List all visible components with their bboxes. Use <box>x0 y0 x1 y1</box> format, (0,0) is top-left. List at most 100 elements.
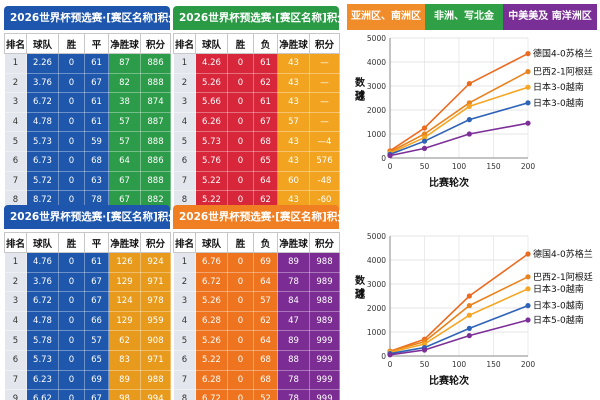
table-row: 5 5.73 0 68 43 —4 <box>173 131 340 152</box>
x-tick-label: 200 <box>521 162 536 171</box>
data-point <box>387 352 393 358</box>
table-row: 2 5.26 0 62 43— <box>173 72 340 94</box>
table-row: 7 5.72 0 63 67 888 <box>4 170 171 192</box>
data-point <box>525 100 531 106</box>
table-cell: 888 <box>140 170 171 192</box>
table-cell: 5.73 <box>26 131 59 152</box>
table-cell: 60 <box>277 170 310 192</box>
table-cell: 5.26 <box>195 72 228 94</box>
table-cell: —4 <box>309 131 340 152</box>
series-label: 巴西2-1阿根廷 <box>533 66 593 78</box>
rank-cell: 6 <box>4 349 27 371</box>
table-cell: 6.26 <box>195 111 228 133</box>
table-row: 1 2.26 0 61 87 886 <box>4 53 171 74</box>
table-cell: 88 <box>277 349 310 371</box>
table-cell: 999 <box>309 330 340 351</box>
table-row: 6 5.73 0 65 83 971 <box>4 349 171 371</box>
table-cell: 6.23 <box>26 369 59 391</box>
table-cell: 59 <box>84 131 109 152</box>
table-row: 3 5.66 0 61 43— <box>173 92 340 113</box>
table-cell: 61 <box>253 92 278 113</box>
table-cell: 978 <box>140 291 171 312</box>
table-cell: 62 <box>253 310 278 332</box>
region-tabs: 亚洲区、南洲区 非洲、写北金 中美美及 南洋洲区 <box>347 4 597 30</box>
table-row: 9 6.62 0 67 98 994 <box>4 389 171 400</box>
data-point <box>466 303 472 309</box>
rank-cell: 7 <box>4 170 27 192</box>
table-row: 1 4.26 0 61 43— <box>173 53 340 74</box>
table-cell: 64 <box>253 170 278 192</box>
table-cell: 5.73 <box>26 349 59 371</box>
column-header: 胜 <box>227 232 254 253</box>
table-row: 2 6.72 0 64 78 989 <box>173 271 340 293</box>
table-cell: 43 <box>277 131 310 152</box>
table-cell: 0 <box>227 131 254 152</box>
rank-cell: 7 <box>173 170 196 192</box>
column-header: 球队 <box>195 33 228 54</box>
table-cell: 98 <box>108 389 141 400</box>
table-cell: 0 <box>227 291 254 312</box>
table-cell: 52 <box>253 389 278 400</box>
y-tick-label: 3000 <box>367 280 386 289</box>
tab-asia[interactable]: 亚洲区、南洲区 <box>347 4 425 30</box>
standings-title: 2026世界杯预选赛·[赛区名称]积分榜 <box>4 205 170 229</box>
table-cell: 57 <box>108 131 141 152</box>
series-line <box>389 70 529 153</box>
table-row: 1 4.76 0 61 126 924 <box>4 252 171 273</box>
table-row: 4 4.78 0 61 57 887 <box>4 111 171 133</box>
tab-americas[interactable]: 中美美及 南洋洲区 <box>503 4 597 30</box>
table-cell: 0 <box>58 369 85 391</box>
table-cell: 69 <box>253 252 278 273</box>
table-cell: 6.72 <box>26 291 59 312</box>
table-cell: 5.66 <box>195 92 228 113</box>
rank-cell: 4 <box>4 111 27 133</box>
series-label: 日本5-0越南 <box>533 314 584 326</box>
data-point <box>387 153 393 159</box>
table-cell: 61 <box>84 53 109 74</box>
standings-panel-2: 2026世界杯预选赛·[赛区名称]积分榜 排名球队胜负净胜球积分14.26061… <box>173 6 340 211</box>
table-cell: 78 <box>277 389 310 400</box>
y-axis-title-char: 进 <box>355 90 365 103</box>
table-cell: 0 <box>58 92 85 113</box>
y-tick-label: 2000 <box>367 106 386 115</box>
table-cell: 43 <box>277 92 310 113</box>
table-cell: 874 <box>140 92 171 113</box>
series-line <box>389 86 529 154</box>
table-cell: 4.78 <box>26 310 59 332</box>
table-cell: 3.76 <box>26 72 59 94</box>
table-cell: 999 <box>309 389 340 400</box>
table-cell: 129 <box>108 310 141 332</box>
column-header: 球队 <box>26 232 59 253</box>
rank-cell: 4 <box>173 111 196 133</box>
data-point <box>525 251 531 257</box>
table-cell: 924 <box>140 252 171 273</box>
table-cell: 67 <box>108 170 141 192</box>
table-cell: 38 <box>108 92 141 113</box>
x-tick-label: 150 <box>486 360 501 369</box>
rank-cell: 1 <box>173 252 196 273</box>
table-cell: 0 <box>227 389 254 400</box>
table-cell: 124 <box>108 291 141 312</box>
data-point <box>525 286 531 292</box>
rank-cell: 1 <box>4 53 27 74</box>
tab-africa[interactable]: 非洲、写北金 <box>425 4 503 30</box>
column-header: 净胜球 <box>108 232 141 253</box>
table-cell: 908 <box>140 330 171 351</box>
table-cell: 0 <box>58 291 85 312</box>
data-point <box>525 69 531 75</box>
column-header: 排名 <box>4 33 27 54</box>
table-cell: 62 <box>253 72 278 94</box>
table-cell: 67 <box>84 271 109 293</box>
table-cell: 888 <box>140 131 171 152</box>
standings-table: 排名 球队胜负净胜球 积分 1 4.26 0 61 43—2 5.26 0 62 43—3 5.66 0 6… <box>173 33 340 211</box>
table-cell: 994 <box>140 389 171 400</box>
data-point <box>421 341 428 347</box>
table-cell: 0 <box>227 271 254 293</box>
series-line <box>389 52 529 152</box>
table-cell: 0 <box>227 252 254 273</box>
table-cell: 63 <box>84 170 109 192</box>
x-tick-label: 50 <box>420 162 430 171</box>
table-cell: 68 <box>253 369 278 391</box>
table-cell: 0 <box>227 150 254 172</box>
column-header: 胜 <box>227 33 254 54</box>
